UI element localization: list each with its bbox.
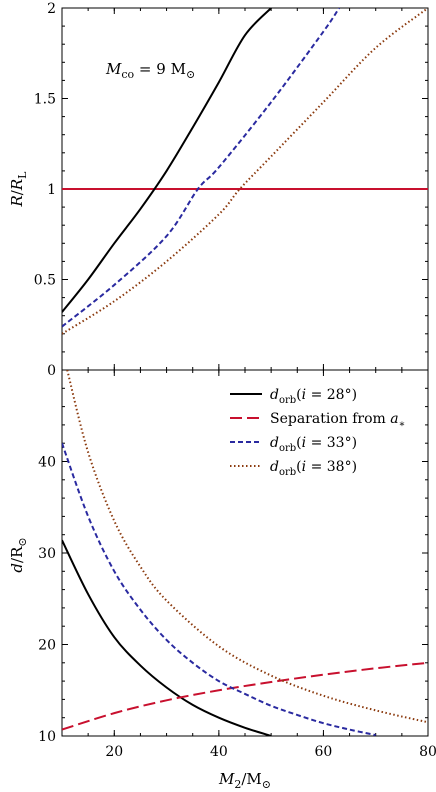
bottom-ytick-label: 20 — [38, 638, 56, 654]
legend-label-i38: dorb(i = 38°) — [270, 459, 357, 478]
bottom-xtick-label: 80 — [419, 744, 436, 760]
bottom-ytick-label: 30 — [38, 546, 56, 562]
legend-label-i33: dorb(i = 33°) — [270, 435, 357, 454]
top-panel-ticks: 0 0.5 1 1.5 2 — [34, 1, 429, 379]
top-ytick-label: 1.5 — [34, 92, 56, 108]
legend-label-separation: Separation from a∗ — [270, 411, 405, 430]
top-panel-series — [62, 8, 428, 335]
bottom-ytick-label: 40 — [38, 455, 56, 471]
bottom-y-axis-label: d/R⊙ — [8, 537, 29, 572]
top-ytick-label: 2 — [47, 1, 56, 17]
bottom-xtick-label: 60 — [315, 744, 333, 760]
bottom-series-dashed-long-1 — [62, 661, 428, 731]
bottom-series-dotted-3 — [66, 370, 428, 724]
legend: dorb(i = 28°) Separation from a∗ dorb(i … — [230, 387, 405, 478]
bottom-xtick-label: 20 — [105, 744, 123, 760]
top-annotation: Mco = 9 M⊙ — [105, 60, 195, 81]
top-series-solid-0 — [62, 8, 272, 313]
top-ytick-label: 0 — [47, 363, 56, 379]
bottom-x-axis-label: M2/M⊙ — [218, 770, 271, 791]
top-series-dotted-2 — [62, 8, 428, 335]
top-ytick-label: 0.5 — [34, 273, 56, 289]
top-ytick-label: 1 — [47, 182, 56, 198]
legend-label-i28: dorb(i = 28°) — [270, 387, 357, 406]
bottom-xtick-label: 40 — [210, 744, 228, 760]
bottom-series-solid-0 — [62, 539, 272, 736]
top-y-axis-label: R/RL — [8, 171, 29, 208]
bottom-panel-ticks: 10 20 30 40 20 40 60 80 — [38, 369, 436, 760]
top-series-dashed-1 — [62, 8, 340, 328]
bottom-ytick-label: 10 — [38, 729, 56, 745]
bottom-panel-series — [62, 370, 428, 736]
bottom-series-dashed-2 — [62, 442, 376, 736]
